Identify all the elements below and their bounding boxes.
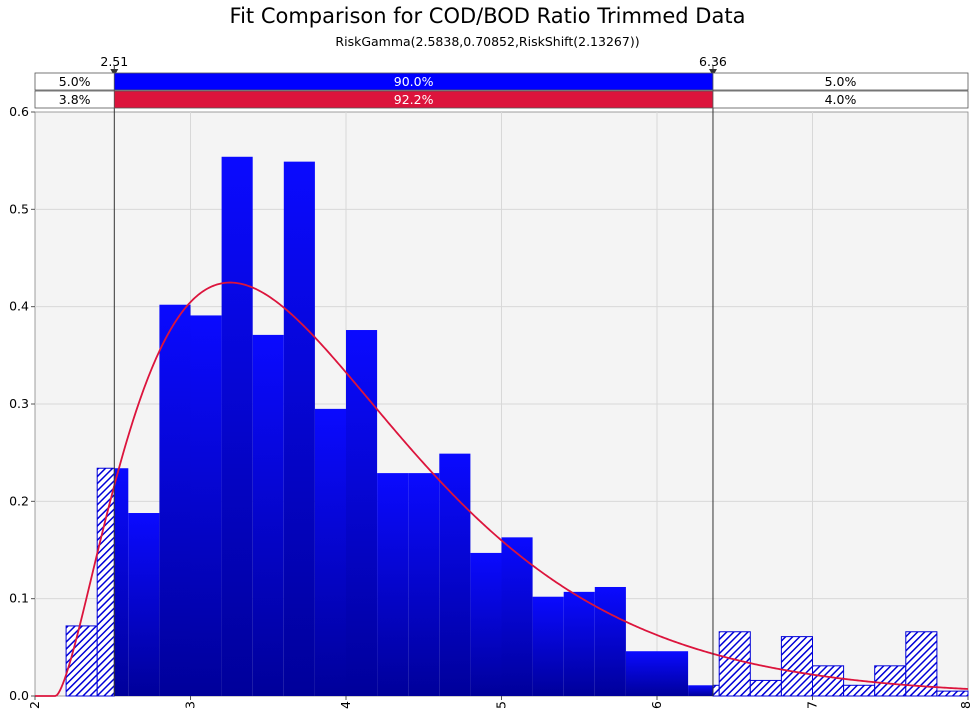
y-tick-label: 0.0 bbox=[9, 688, 29, 703]
y-tick-label: 0.5 bbox=[9, 201, 29, 216]
histogram-bar bbox=[252, 334, 284, 696]
histogram-bar bbox=[780, 636, 814, 697]
chart-subtitle: RiskGamma(2.5838,0.70852,RiskShift(2.132… bbox=[335, 34, 640, 49]
histogram-bar bbox=[65, 625, 98, 697]
histogram-bar bbox=[594, 586, 626, 696]
probability-bars: 5.0% 90.0% 5.0% 3.8% 92.2% 4.0% bbox=[34, 72, 969, 109]
histogram-bar bbox=[749, 679, 782, 697]
fit-curve bbox=[35, 281, 969, 697]
bottom-bar-segment bbox=[712, 90, 969, 109]
histogram-bar bbox=[128, 513, 160, 696]
histogram-bar bbox=[408, 473, 440, 696]
histogram-bar bbox=[346, 330, 378, 696]
histogram-bar bbox=[563, 591, 595, 696]
delimiter-lines: 2.51 6.36 bbox=[100, 54, 727, 696]
bottom-bar-label: 3.8% bbox=[59, 92, 91, 107]
y-tick-label: 0.3 bbox=[9, 396, 29, 411]
x-tick-label: 2 bbox=[27, 701, 42, 709]
histogram-bar bbox=[625, 651, 657, 696]
histogram-bars bbox=[65, 156, 969, 697]
histogram-bar bbox=[96, 467, 115, 697]
histogram-bar bbox=[283, 161, 315, 696]
histogram-bar bbox=[657, 651, 689, 696]
x-tick-label: 6 bbox=[649, 701, 664, 709]
histogram-bar bbox=[221, 156, 253, 697]
delimiter-label: 2.51 bbox=[100, 54, 128, 69]
histogram-bar bbox=[159, 304, 191, 696]
histogram-bar bbox=[114, 468, 129, 696]
histogram-bar bbox=[470, 552, 502, 696]
top-bar-label: 90.0% bbox=[394, 74, 434, 89]
histogram-bar bbox=[314, 408, 346, 696]
histogram-bar bbox=[688, 685, 713, 696]
top-bar-label: 5.0% bbox=[59, 74, 91, 89]
histogram-bar bbox=[936, 690, 969, 697]
histogram-bar bbox=[532, 596, 564, 696]
delimiter-arrow-icon bbox=[110, 69, 119, 76]
histogram-bar bbox=[812, 665, 845, 697]
top-bar-label: 5.0% bbox=[825, 74, 857, 89]
y-tick-label: 0.4 bbox=[9, 299, 29, 314]
x-tick-label: 4 bbox=[338, 701, 353, 709]
y-tick-label: 0.6 bbox=[9, 104, 29, 119]
top-bar-segment bbox=[712, 72, 969, 91]
y-tick-label: 0.1 bbox=[9, 591, 29, 606]
delimiter-arrow-icon bbox=[708, 69, 717, 76]
bottom-bar-label: 4.0% bbox=[825, 92, 857, 107]
bottom-bar-label: 92.2% bbox=[394, 92, 434, 107]
y-tick-label: 0.2 bbox=[9, 493, 29, 508]
histogram-bar bbox=[712, 684, 720, 697]
chart-title: Fit Comparison for COD/BOD Ratio Trimmed… bbox=[229, 4, 746, 28]
x-tick-label: 5 bbox=[494, 701, 509, 709]
x-tick-label: 7 bbox=[805, 701, 820, 709]
x-tick-label: 3 bbox=[183, 701, 198, 709]
delimiter-label: 6.36 bbox=[699, 54, 727, 69]
histogram-bar bbox=[843, 684, 876, 697]
histogram-bar bbox=[377, 473, 409, 696]
histogram-bar bbox=[190, 315, 222, 696]
histogram-bar bbox=[874, 665, 907, 697]
axes: 0.0 0.1 0.2 0.3 0.4 0.5 0.6 2 3 4 5 6 7 8 bbox=[9, 104, 973, 709]
histogram-bar bbox=[439, 453, 471, 696]
histogram-bar bbox=[501, 537, 533, 696]
histogram-bar bbox=[718, 631, 751, 697]
x-tick-label: 8 bbox=[958, 701, 973, 709]
